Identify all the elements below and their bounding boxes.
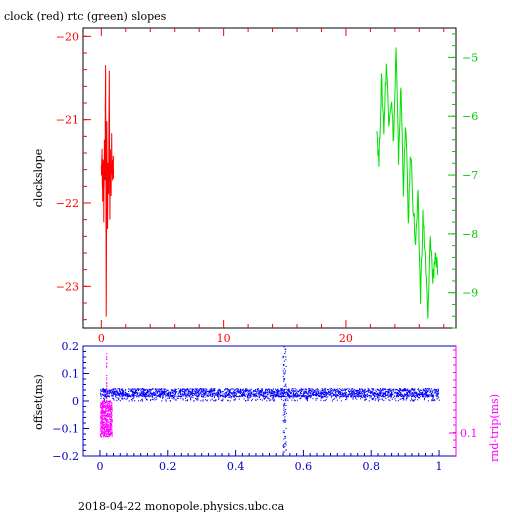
clock-series-line <box>100 65 115 317</box>
top-panel: 0 10 20 −20 −21 −22 −23 −5 −6 −7 −8 −9 clockslope <box>32 27 478 345</box>
footer-text: 2018-04-22 monopole.physics.ubc.ca <box>78 500 285 512</box>
bottom-ylabel-right: rnd-trip(ms) <box>488 394 501 462</box>
y-left-tick-label: −22 <box>56 197 79 210</box>
top-axes-group: 0 10 20 −20 −21 −22 −23 −5 −6 −7 −8 −9 <box>56 28 478 345</box>
top-plot-frame <box>82 27 457 329</box>
y-tick-label: 0.2 <box>62 340 80 353</box>
x-tick-label: 20 <box>339 332 353 345</box>
y-tick-label: 0 <box>72 395 79 408</box>
y-right-tick-label: −8 <box>462 228 478 241</box>
chart-title: clock (red) rtc (green) slopes <box>4 10 167 23</box>
bottom-axes-group: 0 0.2 0.4 0.6 0.8 1 0.2 0.1 0 −0.1 −0.2 0.1 <box>52 340 477 473</box>
x-tick-label: 0.6 <box>295 460 313 473</box>
y-left-tick-label: −23 <box>56 280 79 293</box>
x-tick-label: 0.4 <box>227 460 245 473</box>
offset-points <box>100 346 440 453</box>
y-tick-label: 0.1 <box>62 368 80 381</box>
rndtrip-points <box>100 353 113 438</box>
x-tick-label: 0.2 <box>159 460 177 473</box>
y-right-tick-label: −9 <box>462 287 478 300</box>
x-tick-label: 1 <box>436 460 443 473</box>
bottom-panel: 0 0.2 0.4 0.6 0.8 1 0.2 0.1 0 −0.1 −0.2 0.1 offset(… <box>32 340 501 473</box>
x-tick-label: 0 <box>96 460 103 473</box>
x-tick-label: 0 <box>98 332 105 345</box>
bottom-ylabel-left: offset(ms) <box>32 374 45 430</box>
x-tick-label: 10 <box>217 332 231 345</box>
y-tick-label: −0.1 <box>52 423 79 436</box>
top-series-group <box>100 47 439 319</box>
y-left-tick-label: −20 <box>56 30 79 43</box>
bottom-series-group <box>100 346 440 453</box>
y-tick-label: −0.2 <box>52 450 79 463</box>
rtc-series-line <box>376 47 439 319</box>
y-right-tick-label: −7 <box>462 169 478 182</box>
x-tick-label: 0.8 <box>362 460 380 473</box>
y-right-tick-label: −6 <box>462 110 478 123</box>
top-ylabel: clockslope <box>32 149 45 207</box>
y-right-tick-label: −5 <box>462 51 478 64</box>
y-right-tick-label: 0.1 <box>460 427 478 440</box>
y-left-tick-label: −21 <box>56 114 79 127</box>
